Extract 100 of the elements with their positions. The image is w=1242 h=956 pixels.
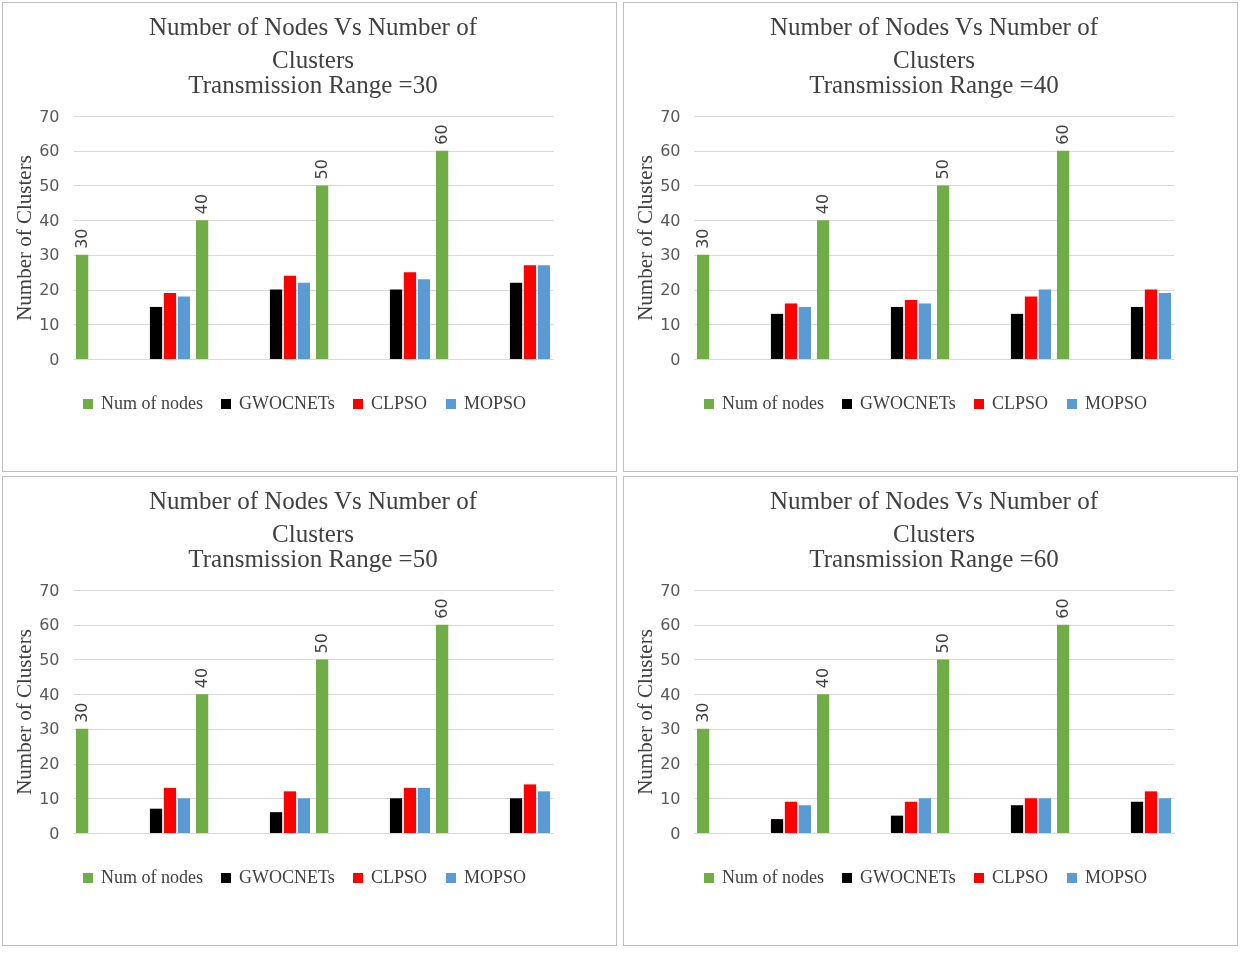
bar [1130, 801, 1144, 833]
y-tick-label: 40 [660, 210, 681, 230]
bar [890, 815, 904, 833]
y-tick-label: 30 [39, 245, 60, 265]
legend-label: Num of nodes [722, 393, 824, 413]
data-label: 40 [813, 193, 833, 215]
bar [798, 306, 811, 359]
y-tick-label: 20 [660, 754, 681, 774]
y-axis-title: Number of Clusters [633, 629, 658, 795]
legend-label: CLPSO [371, 393, 428, 413]
y-tick-label: 0 [49, 823, 60, 843]
bar [163, 787, 177, 833]
y-tick-label: 50 [660, 175, 681, 195]
data-label: 40 [192, 193, 212, 215]
bar [389, 798, 403, 833]
legend-label: Num of nodes [722, 867, 824, 887]
bar [1024, 798, 1038, 833]
bar [1158, 293, 1171, 359]
data-label: 60 [432, 598, 452, 619]
bar [770, 819, 784, 833]
legend-label: GWOCNETs [239, 867, 335, 887]
bar [417, 787, 430, 833]
bar [1024, 296, 1038, 359]
bar [1010, 805, 1024, 833]
bar [697, 254, 710, 359]
legend-label: CLPSO [992, 393, 1049, 413]
bar [509, 798, 523, 833]
y-tick-label: 30 [660, 719, 681, 739]
chart-subtitle: Transmission Range =50 [188, 545, 438, 572]
bar [283, 275, 297, 359]
bar [1057, 624, 1070, 833]
y-axis-title: Number of Clusters [12, 155, 37, 321]
chart-title: Number of Nodes Vs Number of Clusters [149, 487, 478, 547]
y-tick-label: 30 [660, 245, 681, 265]
bar [1038, 289, 1051, 359]
bar [937, 659, 950, 833]
y-tick-label: 30 [39, 719, 60, 739]
data-label: 30 [693, 702, 713, 723]
y-tick-label: 10 [39, 788, 60, 808]
y-tick-label: 20 [39, 280, 60, 300]
bar [817, 694, 830, 833]
legend-label: GWOCNETs [860, 393, 956, 413]
data-label: 30 [72, 702, 92, 723]
bar [904, 801, 918, 833]
bar [1057, 150, 1070, 359]
y-tick-label: 40 [660, 684, 681, 704]
legend-label: CLPSO [992, 867, 1049, 887]
y-axis-title: Number of Clusters [12, 629, 37, 795]
bar [149, 306, 163, 359]
y-tick-label: 0 [670, 349, 681, 369]
bar [196, 694, 209, 833]
y-tick-label: 50 [39, 175, 60, 195]
bar [297, 798, 310, 833]
y-tick-label: 20 [660, 280, 681, 300]
bar [1038, 798, 1051, 833]
chart-subtitle: Transmission Range =40 [809, 71, 1059, 98]
data-label: 60 [1053, 124, 1073, 145]
bar [196, 220, 209, 359]
y-tick-label: 60 [39, 615, 60, 635]
y-tick-label: 10 [39, 314, 60, 334]
bar [1010, 313, 1024, 359]
y-tick-label: 10 [660, 788, 681, 808]
data-label: 40 [813, 667, 833, 689]
data-label: 40 [192, 667, 212, 689]
bar [890, 306, 904, 359]
chart-subtitle: Transmission Range =60 [809, 545, 1059, 572]
legend-label: MOPSO [464, 867, 527, 887]
bar [283, 791, 297, 833]
data-label: 30 [72, 228, 92, 249]
data-label: 50 [312, 633, 332, 654]
bar [436, 150, 449, 359]
y-tick-label: 70 [39, 106, 60, 126]
bar [523, 265, 537, 359]
bar [76, 728, 89, 833]
y-tick-label: 20 [39, 754, 60, 774]
bar [817, 220, 830, 359]
bar [784, 303, 798, 359]
bar [177, 296, 190, 359]
data-label: 50 [933, 633, 953, 654]
y-tick-label: 60 [39, 141, 60, 161]
chart-title: Number of Nodes Vs Number of Clusters [770, 487, 1099, 547]
bar [697, 728, 710, 833]
legend-label: MOPSO [1085, 393, 1148, 413]
y-tick-label: 60 [660, 615, 681, 635]
bar [784, 801, 798, 833]
y-tick-label: 70 [660, 580, 681, 600]
legend-label: MOPSO [1085, 867, 1148, 887]
bar [177, 798, 190, 833]
bar [509, 282, 523, 359]
bar [904, 299, 918, 359]
bar [918, 303, 931, 359]
legend-label: CLPSO [371, 867, 428, 887]
bar [163, 293, 177, 359]
y-tick-label: 10 [660, 314, 681, 334]
bar [436, 624, 449, 833]
bar [417, 279, 430, 359]
bar [76, 254, 89, 359]
bar [1130, 306, 1144, 359]
bar [149, 808, 163, 833]
bar [1158, 798, 1171, 833]
